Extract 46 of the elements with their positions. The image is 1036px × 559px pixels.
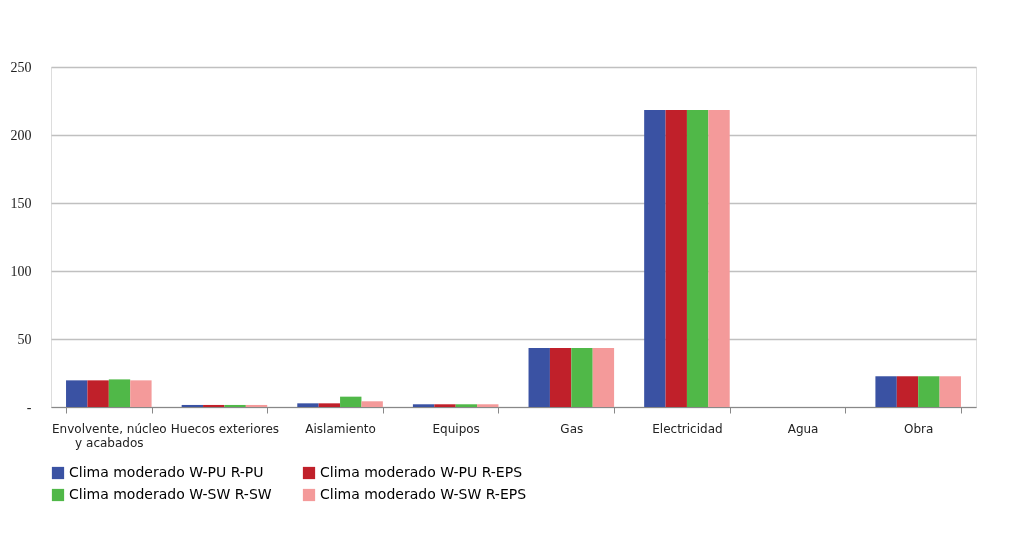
legend-label: Clima moderado W-SW R-EPS [320,486,527,502]
legend-label: Clima moderado W-SW R-SW [69,486,272,502]
bar [939,376,961,407]
x-tick-label: Electricidad [652,421,723,436]
legend-label: Clima moderado W-PU R-EPS [320,464,523,480]
y-tick-label: 200 [10,127,32,143]
x-tick-label: Agua [787,421,819,436]
bar [875,376,897,407]
x-tick-label: Envolvente, núcleo y acabados [51,421,167,450]
bar [245,404,268,407]
bar [708,109,730,407]
bar [87,380,109,407]
x-tick-label: Obra [904,421,934,436]
bar [224,404,246,407]
bar [686,109,709,407]
bar [340,396,362,407]
bar [318,403,341,407]
bar [549,347,572,407]
bar [592,347,615,407]
y-tick-label: 150 [10,195,32,211]
bar [477,404,499,407]
y-tick-label: 250 [10,59,32,75]
bar [108,379,131,407]
y-tick-label: - [26,399,32,415]
bar [434,404,456,407]
bar [181,404,204,407]
y-tick-label: 50 [17,331,32,347]
x-tick-label: Huecos exteriores [170,421,280,436]
bar [896,376,919,407]
bar [665,109,687,407]
bar [571,347,593,407]
bar [203,404,225,407]
bar [130,380,152,407]
x-tick-label: Aislamiento [305,421,376,436]
y-tick-label: 100 [10,263,32,279]
bar [455,404,478,407]
bar [528,347,550,407]
bar [412,404,435,407]
bar [361,401,383,407]
bar [918,376,940,407]
bar [297,403,319,407]
bar [66,380,88,407]
x-tick-label: Equipos [432,421,480,436]
legend-label: Clima moderado W-PU R-PU [69,464,264,480]
x-tick-label: Gas [560,421,584,436]
bar [644,109,666,407]
